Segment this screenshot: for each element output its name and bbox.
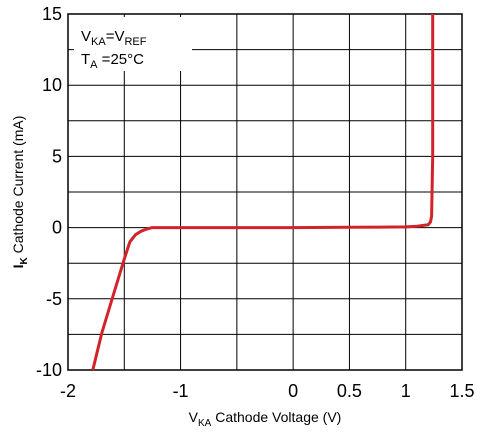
x-tick-label: 0.5 bbox=[337, 381, 362, 401]
y-tick-labels: 15 10 5 0 -5 -10 bbox=[36, 4, 62, 380]
x-tick-label: 1 bbox=[401, 381, 411, 401]
x-axis-label: VKA Cathode Voltage (V) bbox=[189, 409, 342, 429]
y-axis-label: IK Cathode Current (mA) bbox=[10, 116, 30, 269]
y-tick-label: 15 bbox=[42, 4, 62, 24]
y-tick-label: -10 bbox=[36, 360, 62, 380]
annotation-line-1: VKA=VREF bbox=[81, 28, 147, 48]
y-tick-label: 10 bbox=[42, 75, 62, 95]
annotation-line-2: TA =25°C bbox=[81, 51, 144, 71]
y-tick-label: -5 bbox=[46, 289, 62, 309]
series-layer bbox=[91, 14, 435, 371]
x-tick-label: 0 bbox=[288, 381, 298, 401]
x-tick-label: -2 bbox=[60, 381, 76, 401]
y-tick-label: 0 bbox=[52, 218, 62, 238]
plot-frame bbox=[67, 13, 463, 371]
x-tick-label: 1.5 bbox=[449, 381, 474, 401]
x-tick-label: -1 bbox=[173, 381, 189, 401]
annotation-background bbox=[74, 17, 192, 71]
series-line bbox=[91, 14, 435, 371]
x-tick-labels: -2 -1 0 0.5 1 1.5 bbox=[60, 381, 475, 401]
y-tick-label: 5 bbox=[52, 146, 62, 166]
condition-annotation: VKA=VREF TA =25°C bbox=[74, 17, 192, 71]
